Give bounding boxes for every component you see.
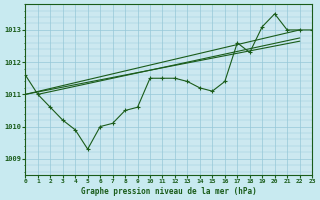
X-axis label: Graphe pression niveau de la mer (hPa): Graphe pression niveau de la mer (hPa) <box>81 187 257 196</box>
